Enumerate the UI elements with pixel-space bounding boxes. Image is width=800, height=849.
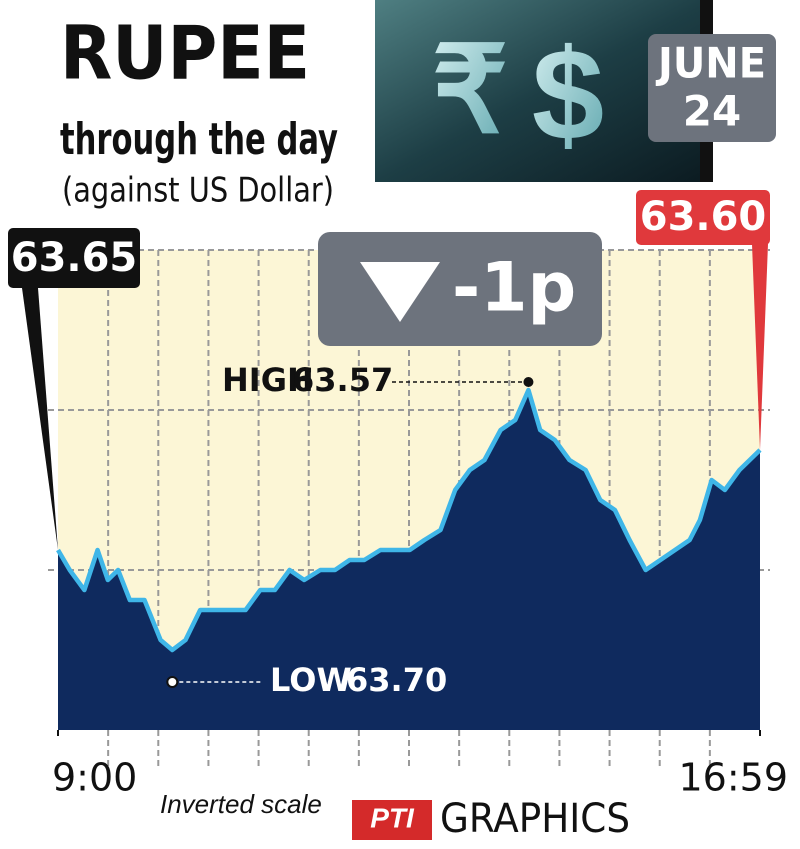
x-tick-label: 9:00 [52,756,137,800]
scale-note: Inverted scale [160,789,322,819]
logo-box [352,800,432,840]
high-dot [523,377,534,387]
date-box [648,34,776,142]
open-pointer [22,288,58,550]
footer: Inverted scale PTI GRAPHICS [160,789,630,842]
logo: PTI [370,802,415,833]
low-dot [166,676,179,688]
close-pointer [752,244,768,450]
open-label: 63.65 [11,235,138,281]
dollar-symbol: $ [532,21,604,167]
x-tick-label: 16:59 [678,756,788,800]
date-day: 24 [683,87,741,136]
change-label: -1p [452,249,576,328]
low-name: LOW [270,661,352,699]
close-label: 63.60 [640,194,767,240]
open-box [8,228,140,288]
down-triangle [360,262,440,322]
title: RUPEE [60,11,310,97]
change-box [318,232,602,346]
header: ₹ $ RUPEE through the day (against US Do… [60,0,776,211]
line [56,387,762,653]
high-name: HIGH [222,361,314,399]
date-month: JUNE [655,39,766,88]
low-label: 63.70 [346,661,447,699]
source: GRAPHICS [440,796,630,842]
close-box [636,190,770,245]
area [58,390,760,730]
subtitle: through the day [60,114,338,165]
high-label: 63.57 [292,361,393,399]
rupee-symbol: ₹ [432,24,508,158]
axis-note: (against US Dollar) [62,171,334,211]
